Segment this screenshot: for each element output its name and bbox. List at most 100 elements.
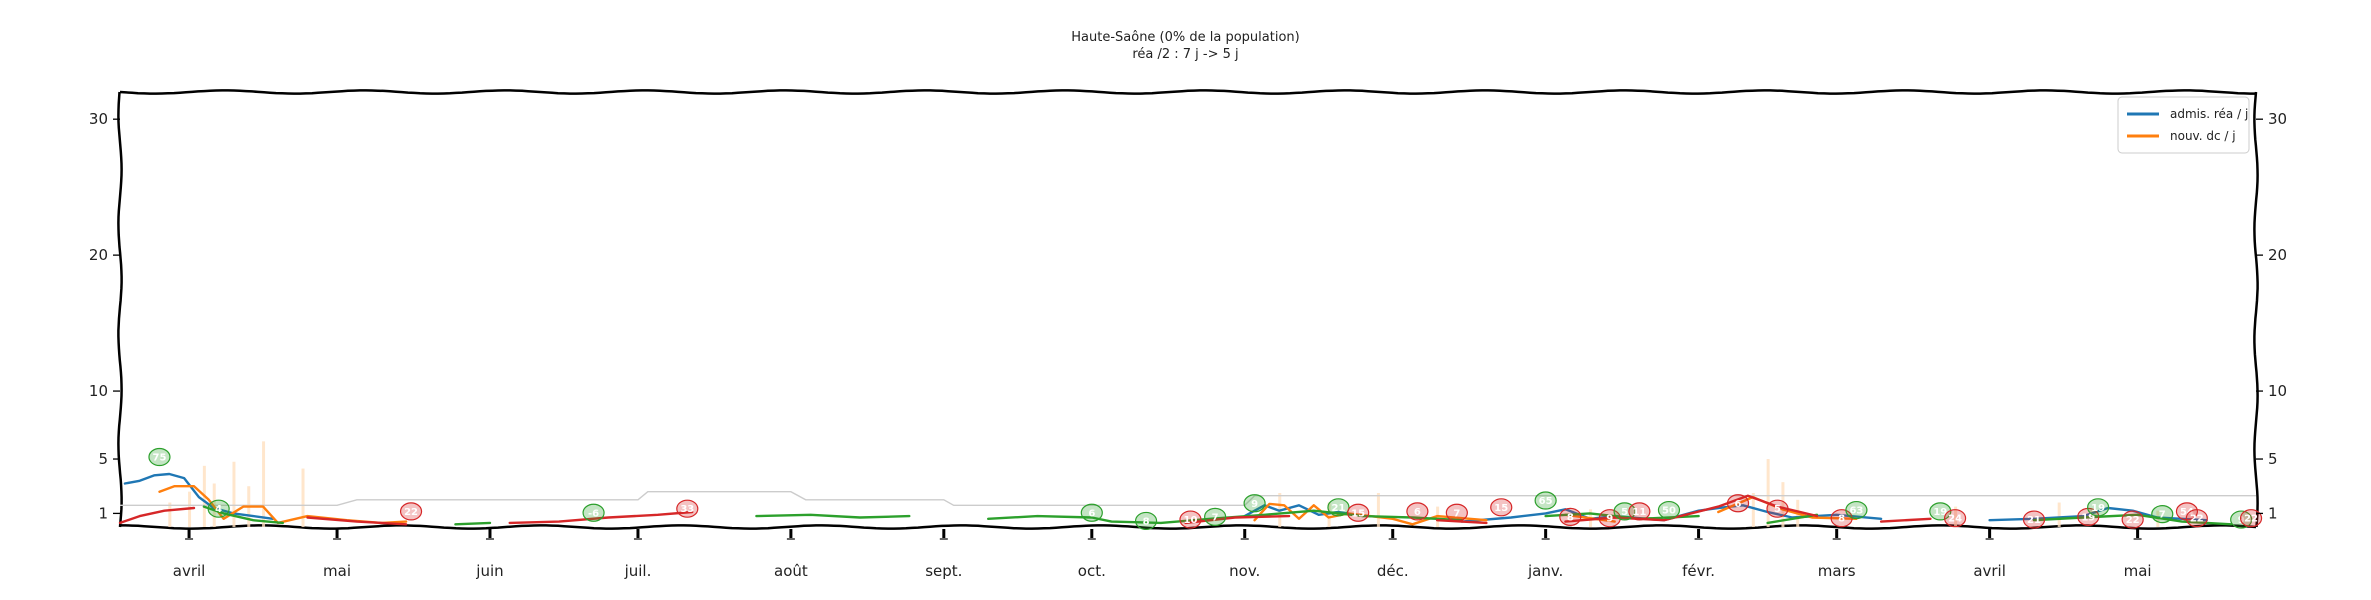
annotation-label: 7: [2159, 510, 2166, 521]
annotation-label: 22: [2190, 514, 2204, 525]
annotation-bubble: [1943, 509, 1967, 528]
background-bar: [1751, 493, 1755, 527]
chart-subtitle: réa /2 : 7 j -> 5 j: [1132, 47, 1239, 62]
series-layer: [118, 472, 2233, 526]
series-line: [1253, 502, 1488, 526]
background-bar: [232, 461, 236, 527]
annotation-bubble: [2087, 498, 2110, 517]
series-line: [1435, 519, 1488, 525]
background-bar: [1954, 506, 1958, 527]
annotation-bubble: [2121, 510, 2144, 529]
annotation-label: 15: [1351, 508, 1365, 519]
annotation-bubble: [1347, 503, 1370, 522]
annotation-bubble: [2022, 510, 2046, 529]
series-line: [118, 506, 196, 525]
background-bar: [1327, 502, 1331, 527]
annotation-label: 33: [680, 504, 694, 515]
annotation-bubble: [676, 499, 699, 518]
annotation-bubble: [207, 499, 230, 518]
annotation-bubble: [1766, 499, 1789, 518]
annotation-bubble: [399, 502, 423, 521]
x-tick-label: nov.: [1229, 562, 1260, 580]
annotation-bubble: [2151, 505, 2174, 524]
series-line: [508, 510, 694, 525]
y-tick-label-right: 20: [2268, 246, 2287, 264]
annotation-bubble: [1726, 494, 1750, 513]
annotation-label: 8: [1143, 516, 1150, 527]
legend-label: nouv. dc / j: [2170, 129, 2236, 143]
series-line: [1564, 494, 1819, 523]
x-tick-label: mai: [2124, 562, 2152, 580]
annotation-label: 19: [2091, 503, 2105, 514]
annotation-label: 6: [1088, 508, 1095, 519]
x-tick-label: avril: [173, 562, 206, 580]
annotation-bubble: [1845, 500, 1868, 520]
annotation-label: 54: [2180, 507, 2194, 518]
series-line: [2032, 513, 2233, 526]
series-line: [123, 472, 275, 520]
x-tick-label: juin: [475, 562, 503, 580]
annotation-label: 9: [1606, 514, 1613, 525]
background-bar: [1766, 459, 1770, 527]
annotation-label: 65: [1539, 496, 1553, 507]
annotation-bubble: [1327, 498, 1350, 517]
series-line: [158, 485, 408, 525]
legend-label: admis. réa / j: [2170, 107, 2248, 121]
series-line: [306, 516, 408, 526]
annotation-label: 19: [1933, 507, 1947, 518]
annotation-label: 19: [2081, 512, 2095, 523]
annotation-bubble: [1534, 491, 1557, 510]
background-bar: [1376, 493, 1380, 527]
y-tick-label-right: 1: [2268, 504, 2278, 522]
series-line: [1564, 513, 1616, 523]
annotation-bubble: [2185, 509, 2208, 528]
x-tick-label: oct.: [1078, 562, 1106, 580]
series-line: [1766, 513, 1819, 525]
annotation-label: 21: [2027, 515, 2041, 526]
background-bar: [1781, 482, 1785, 527]
annotation-bubble: [1559, 507, 1582, 526]
x-tick-label: sept.: [925, 562, 962, 580]
x-tick-label: déc.: [1377, 562, 1409, 580]
annotation-bubble: [1134, 511, 1158, 531]
annotation-bubble: [1406, 502, 1429, 521]
annotation-label: 5: [1621, 507, 1628, 518]
background-bar: [2057, 502, 2061, 527]
annotation-label: 10: [1184, 515, 1198, 526]
x-tick-label: mars: [1818, 562, 1856, 580]
annotation-bubble: [1179, 510, 1202, 529]
series-line: [755, 513, 911, 519]
series-line: [1879, 517, 1932, 523]
annotation-label: 8: [1567, 512, 1574, 523]
background-bar: [301, 468, 305, 527]
y-tick-label-right: 5: [2268, 450, 2278, 468]
annotation-label: 63: [1849, 506, 1863, 517]
annotation-label: 15: [1494, 503, 1508, 514]
x-tick-label: juil.: [624, 562, 652, 580]
annotation-bubble: [1204, 507, 1227, 526]
annotation-bubble: [1445, 503, 1468, 522]
y-tick-label-right: 10: [2268, 382, 2287, 400]
series-line: [202, 505, 284, 525]
series-line: [1544, 512, 1700, 520]
x-tick-label: mai: [323, 562, 351, 580]
series-line: [987, 509, 1464, 525]
y-tick-label-left: 20: [89, 246, 108, 264]
x-tick-label: août: [774, 562, 808, 580]
annotation-label: 22: [404, 507, 418, 518]
y-tick-label-left: 30: [89, 110, 108, 128]
annotation-label: 21: [1331, 503, 1345, 514]
annotation-label: 4: [215, 504, 222, 515]
annotation-bubble: [1080, 503, 1103, 522]
annotation-label: 9: [1251, 499, 1258, 510]
x-tick-label: janv.: [1527, 562, 1563, 580]
annotation-bubble: [1243, 494, 1266, 513]
annotation-label: 22: [2126, 515, 2140, 526]
annotation-label: 7: [1212, 512, 1219, 523]
plot-frame: [117, 89, 2259, 530]
annotation-label: 6: [1735, 499, 1742, 510]
series-line: [454, 521, 492, 526]
